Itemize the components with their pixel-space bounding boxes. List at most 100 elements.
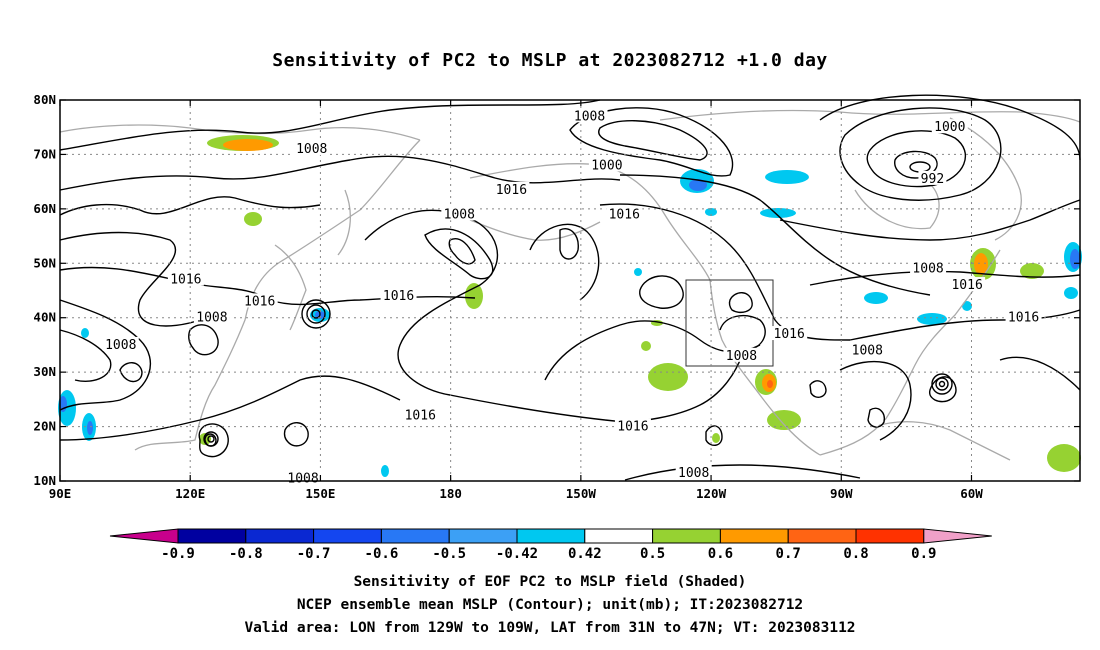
colorbar-box xyxy=(380,528,450,544)
contour-label: 1016 xyxy=(609,207,640,222)
x-tick-label: 120W xyxy=(696,486,727,501)
coastline-greenland xyxy=(949,117,1022,241)
colorbar-label: -0.6 xyxy=(365,546,399,562)
coastline-hudson-bay xyxy=(854,179,940,230)
shade-patch xyxy=(917,313,947,325)
shade-patch xyxy=(712,433,720,443)
contour-line xyxy=(639,275,684,309)
shade-patch xyxy=(705,208,717,216)
contour-label-bg xyxy=(1005,309,1042,324)
shade-patch xyxy=(765,170,809,184)
contour-line xyxy=(719,314,766,351)
colorbar-box xyxy=(245,528,315,544)
contour-layer xyxy=(59,94,1081,481)
shading-layer xyxy=(58,135,1082,477)
x-tick-label: 180 xyxy=(439,486,462,501)
shade-patch xyxy=(648,363,688,391)
colorbar-arrow-high xyxy=(923,528,992,544)
shade-patch xyxy=(760,208,796,218)
shade-patch xyxy=(689,179,707,191)
contour-label: 1008 xyxy=(678,466,709,481)
contour-label-bg xyxy=(910,260,947,275)
contour-line xyxy=(283,422,309,447)
contour-label-bg xyxy=(849,342,886,357)
colorbar-arrow-low xyxy=(109,528,179,544)
contour-label-bg xyxy=(723,347,760,362)
shade-patch xyxy=(974,253,988,275)
shade-patch xyxy=(767,380,773,388)
contour-label: 1008 xyxy=(105,338,136,353)
contour-line xyxy=(119,362,143,383)
contour-label-bg xyxy=(931,119,968,134)
contour-label-bg xyxy=(493,181,530,196)
colorbar-label: 0.8 xyxy=(843,546,868,562)
colorbar-label: -0.7 xyxy=(297,546,331,562)
contour-label: 1016 xyxy=(774,327,805,342)
contour-line xyxy=(59,299,151,411)
contour-label: 992 xyxy=(921,172,944,187)
coastline-asia-north xyxy=(59,124,421,141)
contour-label: 1016 xyxy=(617,420,648,435)
contour-label: 1016 xyxy=(244,294,275,309)
contour-line xyxy=(59,329,112,382)
caption-shading: Sensitivity of EOF PC2 to MSLP field (Sh… xyxy=(353,574,747,590)
contour-line xyxy=(198,423,229,458)
contour-label-bg xyxy=(614,418,651,433)
contour-line xyxy=(779,199,1081,241)
contour-label: 1008 xyxy=(852,343,883,358)
shade-patch xyxy=(641,341,651,351)
contour-label: 1008 xyxy=(726,349,757,364)
chart-title: Sensitivity of PC2 to MSLP at 2023082712… xyxy=(272,50,828,71)
contour-label-bg xyxy=(441,206,478,221)
contour-label: 1000 xyxy=(591,158,622,173)
colorbar-box xyxy=(516,528,586,544)
contour-line xyxy=(705,425,723,446)
x-tick-label: 60W xyxy=(960,486,983,501)
contour-line xyxy=(448,238,476,265)
colorbar-label: -0.5 xyxy=(432,546,466,562)
valid-area-box xyxy=(685,279,774,367)
colorbar-box xyxy=(448,528,518,544)
coastline-japan xyxy=(274,244,307,331)
contour-line xyxy=(809,380,827,398)
coastline-gulf xyxy=(819,421,1011,461)
contour-line xyxy=(728,292,753,314)
colorbar-box xyxy=(652,528,721,544)
coastline-alaska xyxy=(469,163,711,281)
contour-label-bg xyxy=(606,206,643,221)
x-tick-label: 150W xyxy=(566,486,597,501)
contour-label: 1016 xyxy=(383,289,414,304)
y-tick-label: 10N xyxy=(33,473,56,488)
y-tick-labels: 10N 20N 30N 40N 50N 60N 70N 80N xyxy=(33,92,1080,488)
colorbar-label: 0.7 xyxy=(776,546,801,562)
contour-line xyxy=(311,309,321,319)
contour-label: 1008 xyxy=(287,471,318,486)
contour-line xyxy=(59,375,401,441)
shade-patch xyxy=(1047,444,1081,472)
shade-patch xyxy=(223,139,273,151)
x-tick-label: 120E xyxy=(175,486,205,501)
shade-patch xyxy=(87,421,93,435)
contour-label: 1016 xyxy=(170,273,201,288)
contour-line xyxy=(306,304,326,324)
shade-patch xyxy=(465,283,483,309)
y-tick-label: 70N xyxy=(33,146,56,161)
contour-line xyxy=(928,376,957,403)
shade-patch xyxy=(381,465,389,477)
shade-patch xyxy=(1070,249,1080,269)
grid-layer xyxy=(60,100,1080,481)
contour-line xyxy=(59,155,621,191)
colorbar-labels: -0.9 -0.8 -0.7 -0.6 -0.5 -0.42 0.42 0.5 0.6 0.7 0.… xyxy=(161,546,936,562)
contour-label-bg xyxy=(193,309,230,324)
contour-label-bg xyxy=(588,157,625,172)
x-tick-labels: 90E 120E 150E 180 150W 120W 90W 60W xyxy=(49,100,983,501)
contour-line xyxy=(809,270,1081,286)
contour-line xyxy=(935,377,949,391)
colorbar-label: -0.8 xyxy=(229,546,263,562)
contour-line xyxy=(624,464,861,481)
contour-line xyxy=(207,435,215,443)
x-tick-label: 90W xyxy=(830,486,853,501)
contour-line xyxy=(999,356,1081,391)
